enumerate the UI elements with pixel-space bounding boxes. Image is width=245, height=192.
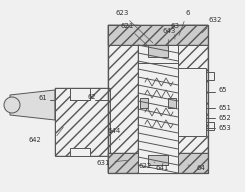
Bar <box>108 25 208 45</box>
Bar <box>178 25 208 173</box>
Text: 61: 61 <box>38 95 47 101</box>
Bar <box>140 98 148 108</box>
Text: 621: 621 <box>120 23 148 46</box>
Bar <box>206 72 214 80</box>
Bar <box>108 153 208 173</box>
Bar <box>108 25 208 173</box>
Circle shape <box>4 97 20 113</box>
Text: 641: 641 <box>155 163 168 171</box>
Text: 651: 651 <box>218 105 231 111</box>
Bar <box>168 98 176 108</box>
Text: 6: 6 <box>179 10 189 35</box>
Text: 652: 652 <box>218 115 231 121</box>
Bar <box>178 68 206 136</box>
Text: 64: 64 <box>188 165 205 171</box>
Bar <box>108 153 208 173</box>
Text: 631: 631 <box>96 160 127 166</box>
Text: 642: 642 <box>28 137 41 143</box>
Bar <box>148 155 168 165</box>
Bar <box>55 88 110 156</box>
Bar <box>108 25 208 45</box>
Text: 63: 63 <box>170 23 179 39</box>
Bar <box>70 88 90 100</box>
Text: 65: 65 <box>218 87 226 93</box>
Bar <box>206 122 214 130</box>
Text: 643: 643 <box>162 28 175 47</box>
Text: 623: 623 <box>115 10 153 43</box>
Bar <box>108 25 138 173</box>
Text: 644: 644 <box>107 128 120 140</box>
Text: 653: 653 <box>218 125 231 131</box>
Polygon shape <box>10 90 55 120</box>
Text: 622: 622 <box>138 162 155 169</box>
Bar <box>138 45 178 173</box>
Bar <box>138 45 178 63</box>
Bar <box>55 88 110 156</box>
Bar <box>70 148 90 156</box>
Bar <box>148 45 168 57</box>
Text: 632: 632 <box>202 17 221 33</box>
Text: 62: 62 <box>87 94 96 100</box>
